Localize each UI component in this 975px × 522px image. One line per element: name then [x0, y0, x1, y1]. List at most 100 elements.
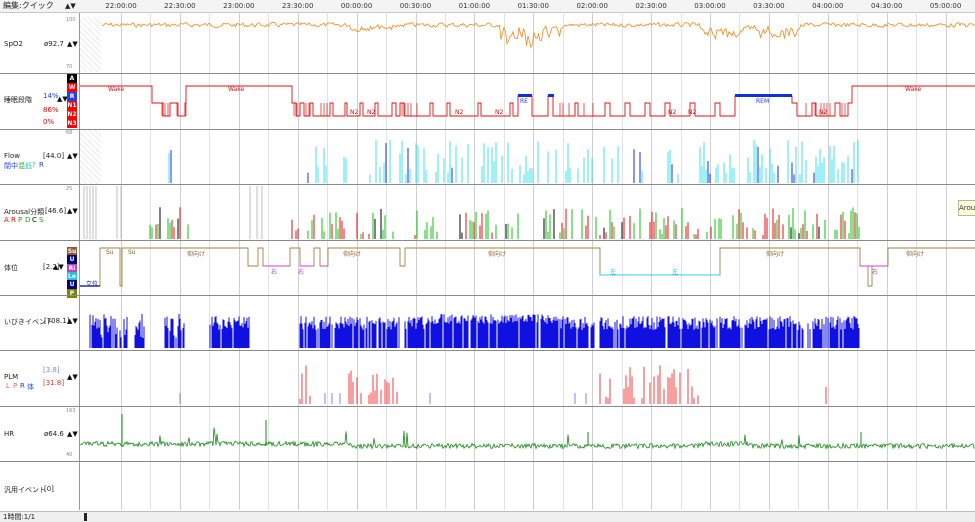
stage-label-n2: N2 [819, 109, 828, 116]
legend-letter: 中 [11, 162, 18, 170]
channel-separator [0, 129, 975, 130]
position-label-left: 左 [610, 269, 617, 276]
position-label-supine: 仰向け [488, 251, 507, 258]
time-gridline-minor [798, 12, 799, 510]
position-label-supine: 仰向け [906, 251, 925, 258]
time-gridline [769, 12, 770, 510]
rem-bar [735, 94, 792, 97]
scale-arrows-arousal[interactable]: ▲▼ [67, 207, 78, 215]
channel-separator [0, 295, 975, 296]
rem-bar [548, 94, 554, 97]
time-tick-label: 03:30:00 [753, 2, 785, 10]
channel-separator [0, 406, 975, 407]
time-tick-label: 04:30:00 [870, 2, 903, 10]
legend-item: N1 [67, 101, 77, 110]
legend-letter: ? [32, 161, 36, 169]
channel-name-snore: いびきイベント [4, 318, 53, 326]
scale-arrows-snore[interactable]: ▲▼ [67, 317, 78, 325]
legend-item: N2 [67, 110, 77, 119]
legend-item: P [67, 288, 77, 298]
legend-item: N3 [67, 119, 77, 128]
channel-name-plm: PLM [4, 373, 19, 381]
legend-letter: 閉 [4, 162, 11, 170]
bottom-scrollbar[interactable]: 1時間:1/1 [0, 511, 975, 522]
legend-letter: P [18, 216, 23, 224]
time-axis-bar: 編集:クイック ▲▼ [0, 0, 975, 13]
channel-value-plm-2: [31.8] [43, 379, 65, 387]
page-label: 1時間:1/1 [3, 513, 36, 521]
time-gridline [651, 12, 652, 510]
stage-label-n2: N2 [455, 109, 464, 116]
time-tick-label: 23:30:00 [281, 2, 314, 10]
channel-name-hr: HR [4, 430, 15, 438]
scale-arrows-plm[interactable]: ▲▼ [67, 373, 78, 381]
position-label-standing: 立位 [86, 281, 99, 288]
time-tick-label: 03:00:00 [694, 2, 726, 10]
time-gridline [121, 12, 122, 510]
no-data-area-flow [80, 129, 101, 184]
stage-label-n2: N2 [350, 109, 359, 116]
time-gridline-minor [150, 12, 151, 510]
scale-bottom-hr: 40 [66, 452, 73, 458]
time-gridline [533, 12, 534, 510]
time-gridline-minor [916, 12, 917, 510]
channel-name-stage: 睡眠段階 [4, 96, 32, 104]
legend-item: U [67, 280, 77, 290]
edit-mode-label[interactable]: 編集:クイック [3, 1, 54, 10]
channel-value-plm-1: [3.8] [43, 366, 60, 374]
scale-top-arousal: 25 [66, 186, 73, 192]
position-label-right: 右 [298, 269, 305, 276]
channel-label-panel [0, 13, 80, 510]
position-label-right: 右 [872, 269, 879, 276]
time-gridline-minor [268, 12, 269, 510]
scale-arrows-spo2[interactable]: ▲▼ [67, 40, 78, 48]
time-tick-label: 23:00:00 [223, 2, 255, 10]
stage-label-wake: Wake [228, 86, 245, 93]
hypnogram-line [80, 85, 975, 117]
legend-letter: C [32, 216, 37, 224]
time-gridline [887, 12, 888, 510]
scale-top-hr: 163 [66, 408, 76, 414]
time-gridline [828, 12, 829, 510]
channel-value-hr: ø64.6 [44, 430, 64, 438]
legend-letter: R [20, 382, 25, 390]
time-tick-label: 01:00:00 [458, 2, 491, 10]
scroll-thumb[interactable] [84, 513, 87, 521]
position-label-supine: 仰向け [766, 251, 785, 258]
stage-label-n2: N2 [367, 109, 376, 116]
channel-value-arousal: [46.6] [45, 207, 67, 215]
stage-label-rem: REM [756, 98, 770, 105]
legend-item: W [67, 83, 77, 92]
scale-top-flow: 68 [66, 130, 73, 136]
time-gridline-minor [209, 12, 210, 510]
stage-label-n2: N2 [495, 109, 504, 116]
scale-arrows-stage[interactable]: ▲▼ [57, 95, 68, 103]
time-gridline-minor [445, 12, 446, 510]
time-gridline-minor [563, 12, 564, 510]
legend-letter: 混 [18, 162, 25, 170]
scale-arrows-flow[interactable]: ▲▼ [67, 152, 78, 160]
legend-item: A [67, 74, 77, 83]
rem-bar [518, 94, 532, 97]
channel-name-arousal: Arousal分類 [4, 208, 45, 216]
time-gridline [946, 12, 947, 510]
position-label-supine: 仰向け [343, 251, 362, 258]
channel-separator [0, 461, 975, 462]
channel-separator [0, 73, 975, 74]
time-gridline [239, 12, 240, 510]
channel-value-spo2: ø92.7 [44, 40, 64, 48]
scale-arrows-position[interactable]: ▲▼ [53, 263, 64, 271]
arousal-tooltip: Arousal [958, 200, 975, 216]
stage-label-n2: N2 [668, 109, 677, 116]
legend-letter: A [4, 216, 9, 224]
legend-item: U [67, 255, 77, 265]
time-gridline-minor [857, 12, 858, 510]
time-gridline-minor [622, 12, 623, 510]
scale-arrows-hr[interactable]: ▲▼ [67, 430, 78, 438]
legend-item: Le [67, 271, 77, 281]
legend-letter: R [11, 216, 16, 224]
position-label-supine: Su [128, 249, 136, 256]
zoom-arrows[interactable]: ▲▼ [65, 2, 76, 10]
legend-letter: 低 [25, 162, 32, 170]
